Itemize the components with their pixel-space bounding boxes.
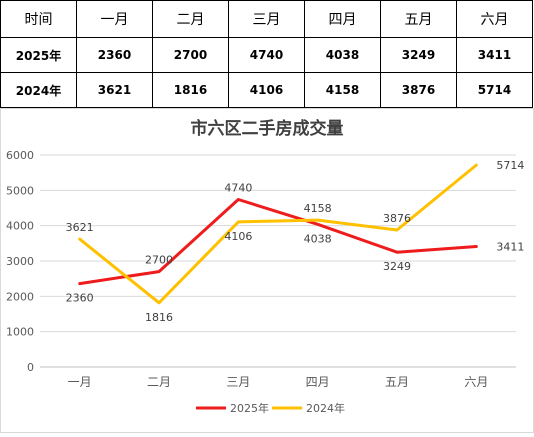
- data-label: 1816: [145, 311, 173, 324]
- table-row: 2025年 2360 2700 4740 4038 3249 3411: [0, 37, 533, 73]
- data-label: 2700: [145, 254, 173, 267]
- y-tick-label: 2000: [6, 290, 34, 303]
- data-label: 5714: [496, 159, 524, 172]
- table-cell: 3876: [380, 72, 457, 108]
- y-tick-label: 0: [27, 361, 34, 374]
- y-tick-label: 5000: [6, 184, 34, 197]
- data-label: 2360: [66, 292, 94, 305]
- chart-border: [0, 108, 534, 433]
- legend: 2025年 2024年: [196, 401, 345, 415]
- x-tick-label: 三月: [226, 375, 250, 389]
- table-cell: 3411: [456, 37, 533, 73]
- table-cell: 4740: [228, 37, 305, 73]
- x-tick-label: 六月: [464, 375, 488, 389]
- data-label: 4740: [224, 182, 252, 195]
- table-row: 2024年 3621 1816 4106 4158 3876 5714: [0, 72, 533, 108]
- header-cell: 四月: [304, 0, 381, 38]
- x-tick-label: 五月: [385, 375, 409, 389]
- x-tick-label: 二月: [147, 375, 171, 389]
- row-label: 2024年: [0, 72, 77, 108]
- header-cell: 二月: [152, 0, 229, 38]
- table-cell: 4106: [228, 72, 305, 108]
- header-cell: 时间: [0, 0, 77, 38]
- x-tick-label: 四月: [306, 375, 330, 389]
- y-tick-label: 1000: [6, 326, 34, 339]
- table-header-row: 时间 一月 二月 三月 四月 五月 六月: [0, 0, 533, 38]
- table-cell: 3621: [76, 72, 153, 108]
- x-axis: 一月 二月 三月 四月 五月 六月: [68, 375, 489, 389]
- table-cell: 3249: [380, 37, 457, 73]
- series-line-1: [78, 198, 478, 286]
- y-axis: 0 1000 2000 3000 4000 5000 6000: [6, 149, 34, 374]
- table-cell: 4158: [304, 72, 381, 108]
- chart-area: 市六区二手房成交量 0 1000 2000 3000 4000 5000 6000 一月 二月…: [0, 108, 534, 433]
- series-lines: [78, 163, 478, 305]
- data-label: 3249: [383, 260, 411, 273]
- header-cell: 六月: [456, 0, 533, 38]
- table-cell: 2360: [76, 37, 153, 73]
- data-label: 3411: [496, 240, 524, 253]
- x-tick-label: 一月: [68, 375, 92, 389]
- header-cell: 一月: [76, 0, 153, 38]
- chart-title: 市六区二手房成交量: [191, 118, 344, 139]
- table-cell: 4038: [304, 37, 381, 73]
- data-table: 时间 一月 二月 三月 四月 五月 六月 2025年 2360 2700 474…: [0, 0, 533, 108]
- data-labels: 2360 2700 4740 4038 3249 3411 3621 1816 4106 4158…: [66, 159, 525, 324]
- legend-label: 2025年: [230, 401, 269, 415]
- data-label: 4106: [224, 230, 252, 243]
- y-tick-label: 3000: [6, 255, 34, 268]
- data-label: 4038: [304, 232, 332, 245]
- line-chart: 市六区二手房成交量 0 1000 2000 3000 4000 5000 6000 一月 二月…: [0, 108, 534, 433]
- table-cell: 2700: [152, 37, 229, 73]
- table-cell: 1816: [152, 72, 229, 108]
- y-tick-label: 4000: [6, 220, 34, 233]
- header-cell: 五月: [380, 0, 457, 38]
- series-line-2: [78, 163, 478, 305]
- table-cell: 5714: [456, 72, 533, 108]
- legend-label: 2024年: [306, 401, 345, 415]
- data-label: 3621: [66, 221, 94, 234]
- data-label: 3876: [383, 212, 411, 225]
- header-cell: 三月: [228, 0, 305, 38]
- data-label: 4158: [304, 202, 332, 215]
- y-tick-label: 6000: [6, 149, 34, 162]
- row-label: 2025年: [0, 37, 77, 73]
- gridlines: [40, 154, 516, 368]
